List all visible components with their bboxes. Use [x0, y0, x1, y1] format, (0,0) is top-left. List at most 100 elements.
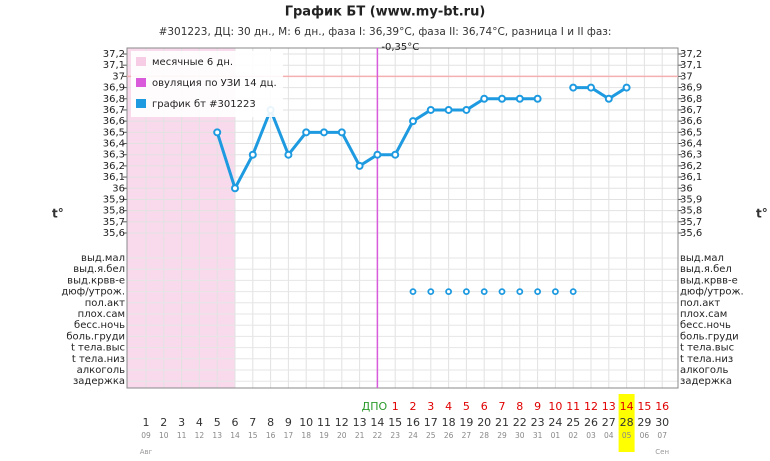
temp-point — [515, 94, 524, 103]
x-tick-label: 1 — [143, 416, 150, 429]
date-label: 22 — [373, 431, 383, 440]
y-tick-label: 36,8 — [103, 94, 125, 105]
date-label: 18 — [301, 431, 311, 440]
temp-point — [337, 128, 346, 137]
dpo-number: 12 — [584, 400, 598, 413]
date-label: 21 — [355, 431, 365, 440]
dpo-number: 5 — [463, 400, 470, 413]
legend-swatch — [136, 57, 146, 66]
date-label: 06 — [640, 431, 650, 440]
symptom-dot — [498, 288, 506, 296]
plot-frame — [126, 47, 679, 389]
row-label: задержка — [680, 376, 732, 387]
x-tick-label: 16 — [406, 416, 420, 429]
y-tick-label: 36,4 — [680, 139, 702, 150]
row-label: t тела.выс — [71, 343, 125, 354]
temp-point — [604, 94, 613, 103]
date-label: 25 — [426, 431, 436, 440]
y-tick-label: 36,3 — [103, 150, 125, 161]
row-label: пол.акт — [680, 298, 720, 309]
y-tick-label: 35,9 — [680, 194, 702, 205]
symptom-dot — [480, 288, 488, 296]
x-tick-label: 14 — [370, 416, 384, 429]
temp-point — [426, 105, 435, 114]
axis-label: t° — [52, 207, 64, 221]
dpo-number: 8 — [516, 400, 523, 413]
row-label: выд.мал — [81, 253, 125, 264]
temp-point — [587, 83, 595, 92]
temp-point — [231, 184, 239, 193]
x-tick-label: 25 — [566, 416, 580, 429]
row-label: выд.я.бел — [73, 264, 125, 275]
date-label: 26 — [444, 431, 454, 440]
axis-label: t° — [756, 207, 768, 221]
x-tick-label: 30 — [655, 416, 669, 429]
x-tick-label: 10 — [299, 416, 313, 429]
date-label: 16 — [266, 431, 276, 440]
x-tick-label: 18 — [442, 416, 456, 429]
row-label: выд.крвв-е — [680, 275, 738, 286]
dpo-number: 10 — [548, 400, 562, 413]
symptom-dot — [427, 288, 435, 296]
y-tick-label: 35,9 — [103, 194, 125, 205]
y-tick-label: 36,1 — [680, 172, 702, 183]
x-tick-label: 20 — [477, 416, 491, 429]
row-label: плох.сам — [78, 309, 125, 320]
row-label: бесс.ночь — [680, 320, 731, 331]
dpo-number: 1 — [392, 400, 399, 413]
symptom-dot — [516, 288, 524, 296]
y-tick-label: 36,2 — [680, 161, 702, 172]
x-tick-label: 17 — [424, 416, 438, 429]
date-label: 28 — [479, 431, 489, 440]
x-tick-label: 5 — [214, 416, 221, 429]
x-tick-label: 7 — [249, 416, 256, 429]
legend-label: график бт #301223 — [152, 99, 256, 110]
dpo-number: 6 — [481, 400, 488, 413]
x-tick-label: 4 — [196, 416, 203, 429]
y-tick-label: 36,2 — [103, 161, 125, 172]
temp-point — [391, 150, 400, 159]
row-label: t тела.низ — [72, 354, 125, 365]
legend-label: овуляция по УЗИ 14 дц. — [152, 78, 277, 89]
legend-box — [131, 51, 283, 117]
row-label: выд.крвв-е — [67, 275, 125, 286]
y-tick-label: 37 — [680, 71, 693, 82]
x-tick-label: 28 — [620, 416, 634, 429]
month-label: Авг — [140, 448, 153, 456]
date-label: 20 — [337, 431, 347, 440]
x-tick-label: 29 — [637, 416, 651, 429]
date-label: 17 — [284, 431, 294, 440]
row-label: задержка — [73, 376, 125, 387]
dpo-number: 3 — [427, 400, 434, 413]
date-label: 12 — [195, 431, 205, 440]
temp-point — [373, 150, 382, 159]
symptom-dot — [569, 288, 577, 296]
date-label: 31 — [533, 431, 543, 440]
x-tick-label: 3 — [178, 416, 185, 429]
y-tick-label: 36,6 — [103, 116, 125, 127]
date-label: 23 — [390, 431, 400, 440]
row-label: алкоголь — [77, 365, 125, 376]
dpo-number: 7 — [499, 400, 506, 413]
dpo-number: 4 — [445, 400, 452, 413]
date-label: 05 — [622, 431, 632, 440]
y-tick-label: 36,4 — [103, 139, 125, 150]
y-tick-label: 37,2 — [103, 49, 125, 60]
date-label: 09 — [141, 431, 151, 440]
month-label: Сен — [655, 448, 669, 456]
row-label: t тела.выс — [680, 343, 734, 354]
temp-point — [320, 128, 328, 137]
symptom-dot — [445, 288, 453, 296]
y-tick-label: 36,7 — [680, 105, 702, 116]
x-tick-label: 21 — [495, 416, 509, 429]
y-tick-label: 36,9 — [680, 83, 702, 94]
date-label: 29 — [497, 431, 507, 440]
y-tick-label: 37 — [112, 71, 125, 82]
x-tick-label: 15 — [388, 416, 402, 429]
y-tick-label: 37,1 — [103, 60, 125, 71]
y-tick-label: 37,2 — [680, 49, 702, 60]
row-label: боль.груди — [66, 331, 125, 342]
date-label: 04 — [604, 431, 614, 440]
y-tick-label: 36,8 — [680, 94, 702, 105]
temp-point — [409, 117, 417, 126]
